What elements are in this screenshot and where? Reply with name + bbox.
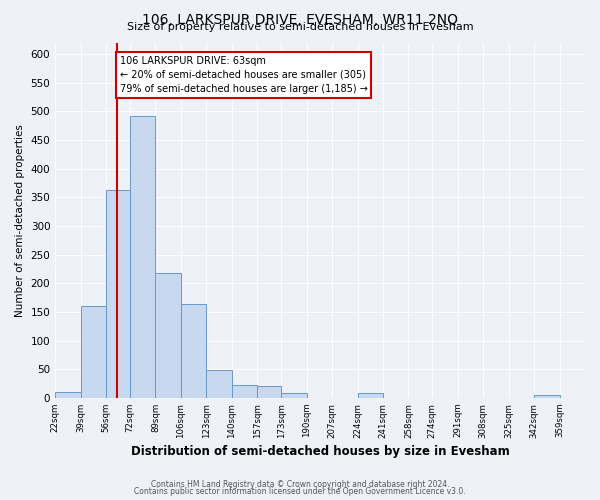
Text: Size of property relative to semi-detached houses in Evesham: Size of property relative to semi-detach… — [127, 22, 473, 32]
Bar — [106, 190, 130, 398]
Text: Contains HM Land Registry data © Crown copyright and database right 2024.: Contains HM Land Registry data © Crown c… — [151, 480, 449, 489]
Bar — [206, 370, 232, 398]
X-axis label: Distribution of semi-detached houses by size in Evesham: Distribution of semi-detached houses by … — [131, 444, 509, 458]
Bar — [130, 116, 155, 398]
Bar — [232, 385, 257, 398]
Text: Contains public sector information licensed under the Open Government Licence v3: Contains public sector information licen… — [134, 487, 466, 496]
Bar — [55, 392, 80, 398]
Bar — [181, 304, 206, 398]
Text: 106 LARKSPUR DRIVE: 63sqm
← 20% of semi-detached houses are smaller (305)
79% of: 106 LARKSPUR DRIVE: 63sqm ← 20% of semi-… — [119, 56, 367, 94]
Y-axis label: Number of semi-detached properties: Number of semi-detached properties — [15, 124, 25, 316]
Bar — [257, 386, 281, 398]
Bar — [155, 273, 181, 398]
Bar — [281, 393, 307, 398]
Bar — [534, 395, 560, 398]
Bar — [358, 393, 383, 398]
Text: 106, LARKSPUR DRIVE, EVESHAM, WR11 2NQ: 106, LARKSPUR DRIVE, EVESHAM, WR11 2NQ — [142, 12, 458, 26]
Bar — [80, 306, 106, 398]
